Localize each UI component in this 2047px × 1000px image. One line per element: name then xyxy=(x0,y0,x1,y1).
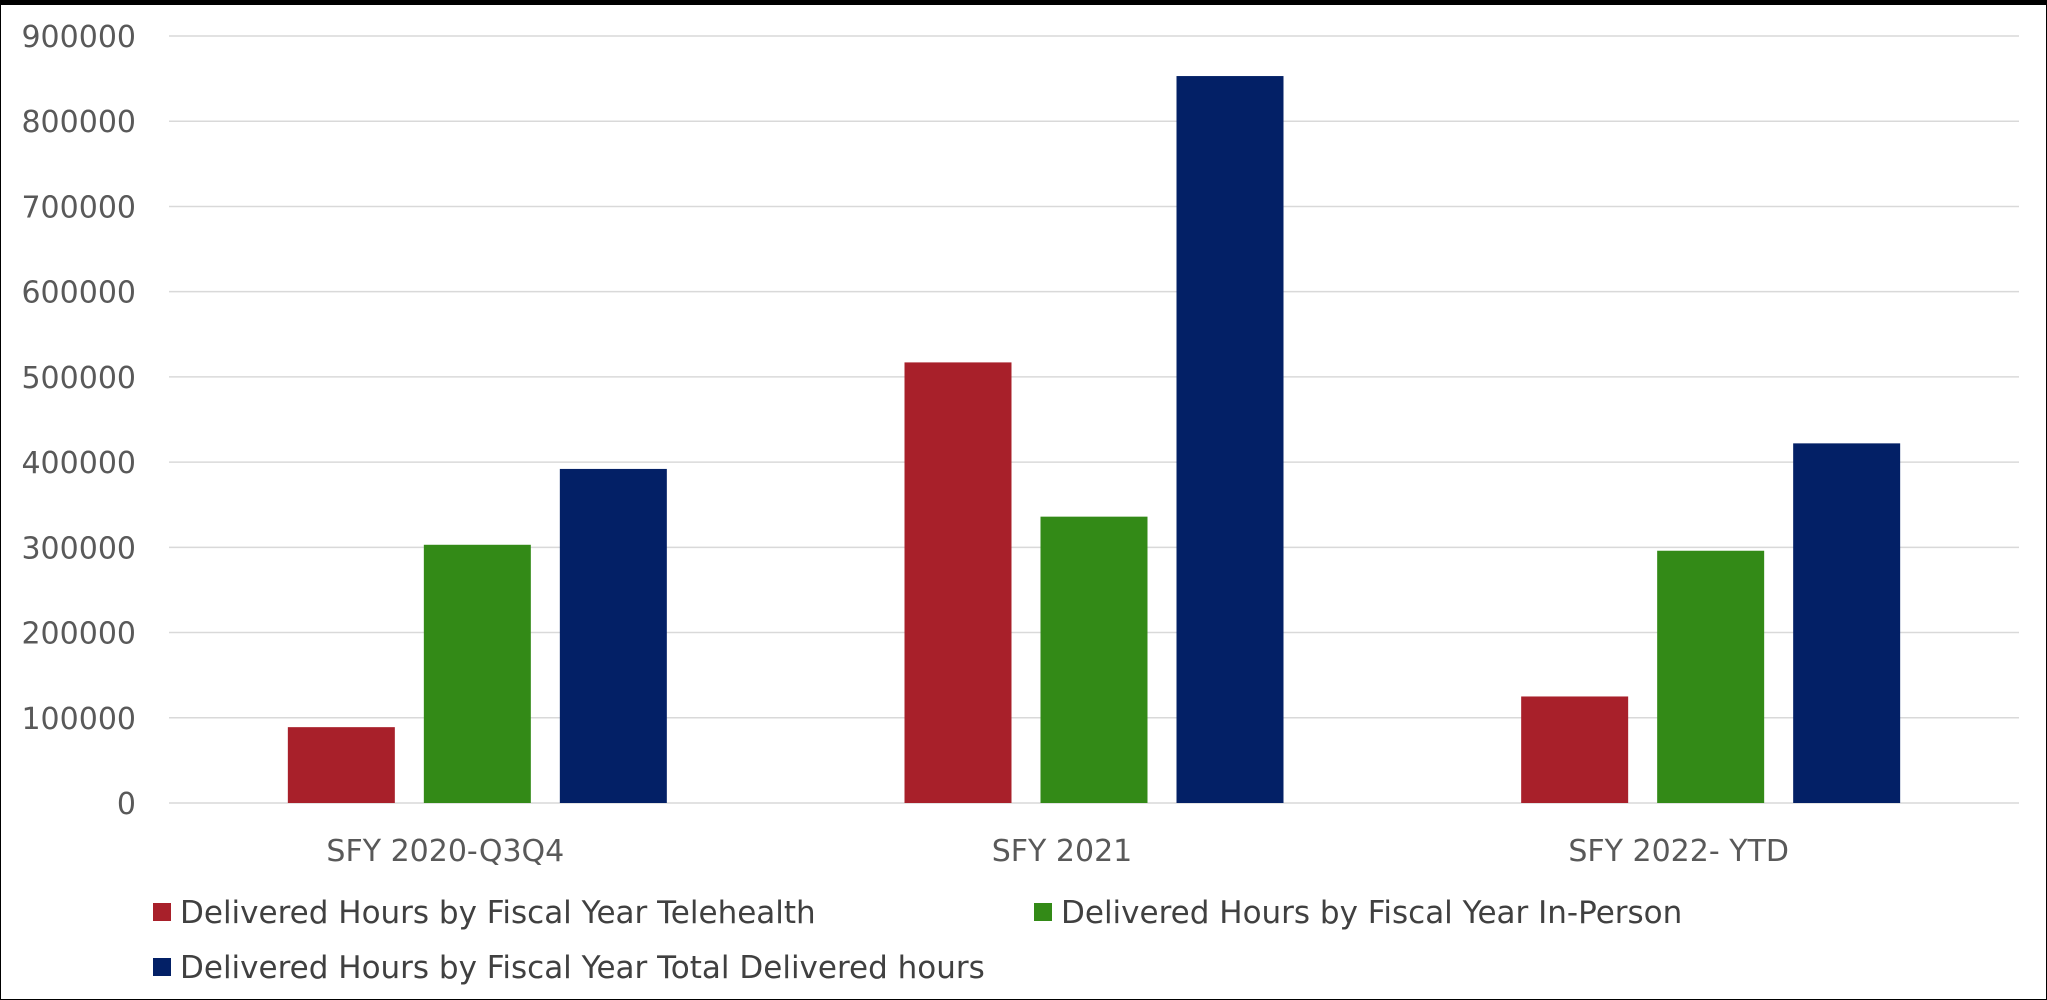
legend-label: Delivered Hours by Fiscal Year Total Del… xyxy=(180,950,985,986)
legend-swatch xyxy=(153,903,171,921)
x-axis-category-labels: SFY 2020-Q3Q4 SFY 2021 SFY 2022- YTD xyxy=(326,834,1789,869)
bar-3-3 xyxy=(1793,443,1901,803)
bar-1-3 xyxy=(1521,696,1629,803)
y-axis-tick-labels: 0 100000 200000 300000 400000 500000 600000 700… xyxy=(21,20,136,822)
legend-label: Delivered Hours by Fiscal Year Telehealt… xyxy=(180,895,816,931)
legend: Delivered Hours by Fiscal Year Telehealt… xyxy=(153,895,1682,986)
y-tick-label: 400000 xyxy=(21,446,136,481)
y-tick-label: 700000 xyxy=(21,190,136,225)
x-category-label: SFY 2022- YTD xyxy=(1568,834,1789,869)
bar-chart: 0 100000 200000 300000 400000 500000 600000 700… xyxy=(21,20,2019,986)
y-tick-label: 200000 xyxy=(21,617,136,652)
x-category-label: SFY 2020-Q3Q4 xyxy=(326,834,564,869)
bar-2-1 xyxy=(423,544,531,803)
bar-3-1 xyxy=(559,468,667,803)
bar-3-2 xyxy=(1176,76,1284,803)
bars xyxy=(287,76,1901,803)
legend-label: Delivered Hours by Fiscal Year In-Person xyxy=(1061,895,1682,931)
legend-swatch xyxy=(1034,903,1052,921)
bar-2-3 xyxy=(1657,550,1765,803)
y-tick-label: 600000 xyxy=(21,276,136,311)
y-tick-label: 500000 xyxy=(21,361,136,396)
bar-1-1 xyxy=(287,727,395,803)
bar-1-2 xyxy=(904,362,1012,803)
chart-frame: 0 100000 200000 300000 400000 500000 600000 700… xyxy=(0,5,2047,999)
y-tick-label: 800000 xyxy=(21,105,136,140)
y-tick-label: 900000 xyxy=(21,20,136,55)
x-category-label: SFY 2021 xyxy=(992,834,1133,869)
y-tick-label: 100000 xyxy=(21,702,136,737)
y-tick-label: 0 xyxy=(117,787,136,822)
legend-swatch xyxy=(153,958,171,976)
bar-2-2 xyxy=(1040,516,1148,803)
y-tick-label: 300000 xyxy=(21,531,136,566)
